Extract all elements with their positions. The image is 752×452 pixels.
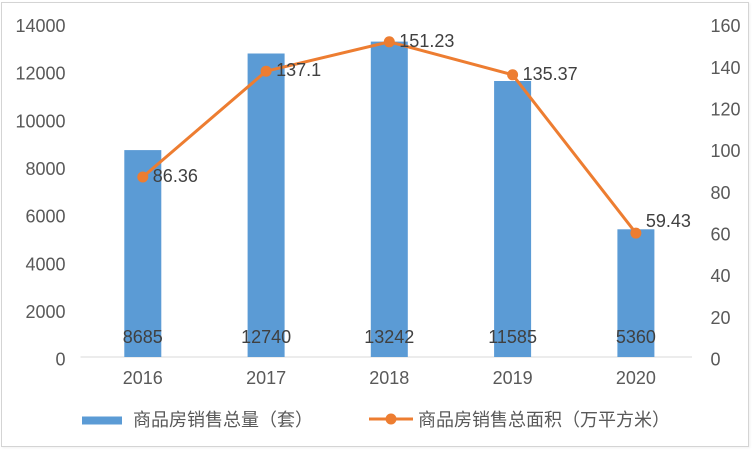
svg-text:160: 160 — [711, 16, 741, 36]
svg-text:86.36: 86.36 — [153, 166, 198, 186]
svg-text:20: 20 — [711, 308, 731, 328]
svg-text:13242: 13242 — [364, 327, 414, 347]
svg-text:5360: 5360 — [616, 327, 656, 347]
svg-text:2000: 2000 — [25, 302, 65, 322]
svg-text:4000: 4000 — [25, 254, 65, 274]
svg-text:100: 100 — [711, 141, 741, 161]
svg-text:12000: 12000 — [15, 64, 65, 84]
svg-text:80: 80 — [711, 183, 731, 203]
svg-text:0: 0 — [55, 350, 65, 370]
svg-text:60: 60 — [711, 225, 731, 245]
svg-text:6000: 6000 — [25, 207, 65, 227]
svg-text:8685: 8685 — [123, 327, 163, 347]
svg-text:120: 120 — [711, 100, 741, 120]
svg-text:8000: 8000 — [25, 159, 65, 179]
svg-text:0: 0 — [711, 350, 721, 370]
svg-text:40: 40 — [711, 266, 731, 286]
svg-text:2018: 2018 — [369, 368, 409, 388]
svg-text:11585: 11585 — [488, 327, 537, 347]
svg-text:135.37: 135.37 — [523, 64, 578, 84]
svg-text:12740: 12740 — [241, 327, 291, 347]
svg-text:14000: 14000 — [15, 16, 65, 36]
svg-text:140: 140 — [711, 58, 741, 78]
svg-text:2020: 2020 — [616, 368, 656, 388]
svg-text:59.43: 59.43 — [646, 211, 691, 231]
svg-text:137.1: 137.1 — [276, 60, 321, 80]
svg-text:151.23: 151.23 — [399, 31, 454, 51]
svg-text:2016: 2016 — [123, 368, 163, 388]
svg-text:10000: 10000 — [15, 111, 65, 131]
svg-text:2019: 2019 — [493, 368, 533, 388]
svg-text:2017: 2017 — [246, 368, 286, 388]
